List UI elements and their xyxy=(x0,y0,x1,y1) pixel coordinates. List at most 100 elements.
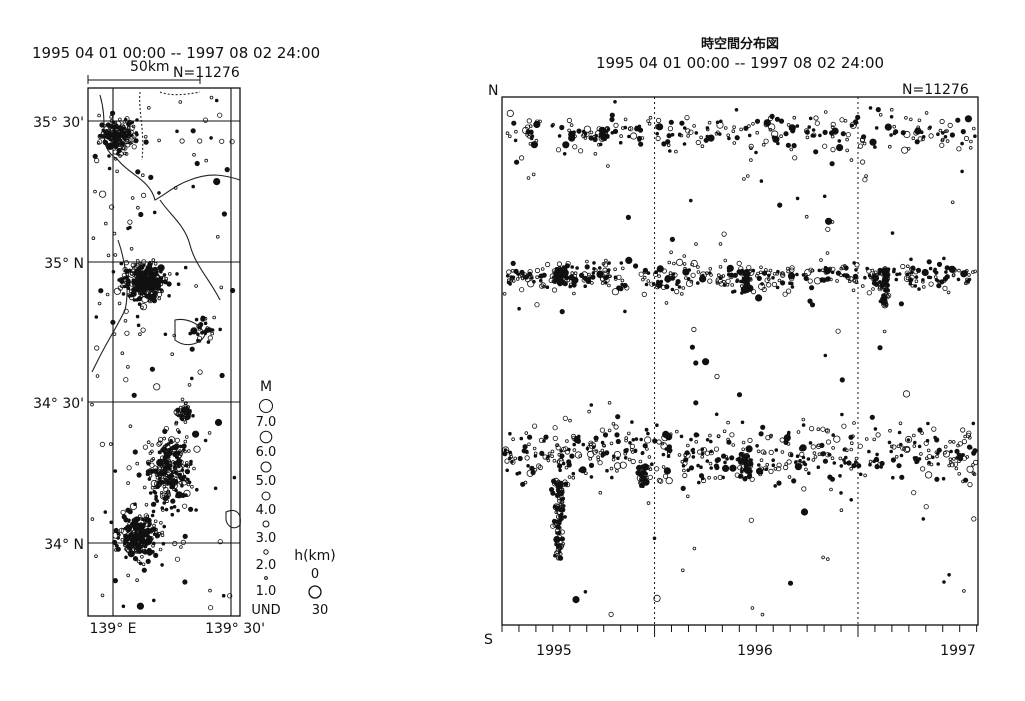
epicenter-point xyxy=(162,473,168,479)
epicenter-point xyxy=(221,593,226,598)
space-time-point xyxy=(766,282,772,288)
space-time-point xyxy=(625,256,633,264)
epicenter-point xyxy=(135,522,141,528)
space-time-point xyxy=(524,455,530,461)
space-time-point xyxy=(873,270,878,275)
space-time-point xyxy=(936,132,940,137)
space-time-point xyxy=(630,420,634,424)
space-time-point xyxy=(850,123,855,128)
space-time-point xyxy=(967,435,972,440)
space-time-point xyxy=(877,280,882,285)
map-period: 1995 04 01 00:00 -- 1997 08 02 24:00 xyxy=(32,44,321,62)
space-time-point xyxy=(578,468,583,473)
space-time-point xyxy=(520,481,526,487)
space-time-point xyxy=(558,279,563,284)
space-time-point xyxy=(745,174,750,178)
space-time-point xyxy=(688,465,695,471)
space-time-point xyxy=(856,463,862,469)
epicenter-point xyxy=(177,472,182,477)
mag-label-4: 4.0 xyxy=(256,503,277,518)
space-time-point xyxy=(852,278,856,283)
space-time-point xyxy=(630,458,636,465)
space-time-point xyxy=(754,150,758,155)
epicenter-point xyxy=(154,532,161,539)
space-time-point xyxy=(717,273,721,278)
space-time-point xyxy=(645,447,649,451)
epicenter-point xyxy=(216,235,220,239)
space-time-point xyxy=(741,452,745,456)
epicenter-point xyxy=(194,317,199,322)
space-time-point xyxy=(764,467,769,472)
space-time-point xyxy=(625,214,631,220)
epicenter-point xyxy=(121,292,126,296)
epicenter-point xyxy=(141,259,147,265)
space-time-point xyxy=(743,271,749,278)
space-time-point xyxy=(681,568,685,573)
space-time-point xyxy=(917,427,923,433)
space-time-point xyxy=(538,119,542,124)
space-time-point xyxy=(665,139,671,145)
space-time-point xyxy=(561,272,568,279)
space-time-point xyxy=(726,268,731,273)
space-time-point xyxy=(960,129,966,135)
space-time-point xyxy=(604,450,610,456)
space-time-point xyxy=(529,136,534,141)
epicenter-point xyxy=(166,461,170,465)
space-time-point xyxy=(666,449,671,453)
space-time-point xyxy=(661,434,669,442)
lat-label-35: 35° N xyxy=(44,256,84,272)
space-time-point xyxy=(879,460,885,467)
epicenter-map-panel: 1995 04 01 00:00 -- 1997 08 02 24:00 50k… xyxy=(0,0,470,701)
space-time-point xyxy=(700,447,705,452)
space-time-point xyxy=(655,131,660,136)
space-time-point xyxy=(607,428,612,433)
space-time-point xyxy=(594,438,598,443)
epicenter-point xyxy=(160,279,164,284)
epicenter-point xyxy=(124,152,129,156)
space-time-point xyxy=(872,437,877,442)
space-time-point xyxy=(779,437,785,443)
year-dividers xyxy=(654,97,859,625)
space-time-point xyxy=(666,133,672,139)
space-time-point xyxy=(589,442,593,447)
space-time-point xyxy=(794,460,800,466)
space-time-point xyxy=(586,280,590,284)
epicenter-point xyxy=(192,466,196,471)
space-time-point xyxy=(519,436,524,441)
space-time-point xyxy=(903,274,911,283)
epicenter-point xyxy=(169,463,173,468)
space-time-point xyxy=(646,501,651,505)
epicenter-point xyxy=(197,369,203,375)
epicenter-map: 35° 30' 35° N 34° 30' 34° N 139° E 139° … xyxy=(33,75,336,637)
epicenter-point xyxy=(124,116,130,122)
space-time-point xyxy=(746,272,751,277)
epicenter-point xyxy=(180,483,184,488)
space-time-point xyxy=(505,131,510,136)
space-time-point xyxy=(610,475,614,480)
space-time-point xyxy=(679,120,685,126)
space-time-point xyxy=(506,109,514,118)
space-time-point xyxy=(718,264,723,269)
epicenter-point xyxy=(180,397,185,402)
space-time-point xyxy=(743,457,748,462)
space-time-point xyxy=(800,508,809,516)
space-time-point xyxy=(928,133,934,139)
space-time-point xyxy=(637,127,644,133)
epicenter-point xyxy=(184,469,189,474)
epicenter-point xyxy=(109,119,114,123)
space-time-point xyxy=(562,141,570,149)
epicenter-point xyxy=(143,284,148,289)
space-time-point xyxy=(776,480,782,486)
space-time-point xyxy=(947,122,953,129)
space-time-point xyxy=(638,141,644,147)
epicenter-point xyxy=(173,464,177,468)
space-time-point xyxy=(527,442,531,447)
epicenter-point xyxy=(157,296,162,301)
epicenter-point xyxy=(107,166,112,171)
space-time-point xyxy=(522,126,530,134)
space-time-point xyxy=(542,284,546,289)
space-time-point xyxy=(864,174,868,178)
space-time-point xyxy=(758,472,763,477)
space-time-point xyxy=(507,456,512,461)
epicenter-point xyxy=(146,440,151,445)
